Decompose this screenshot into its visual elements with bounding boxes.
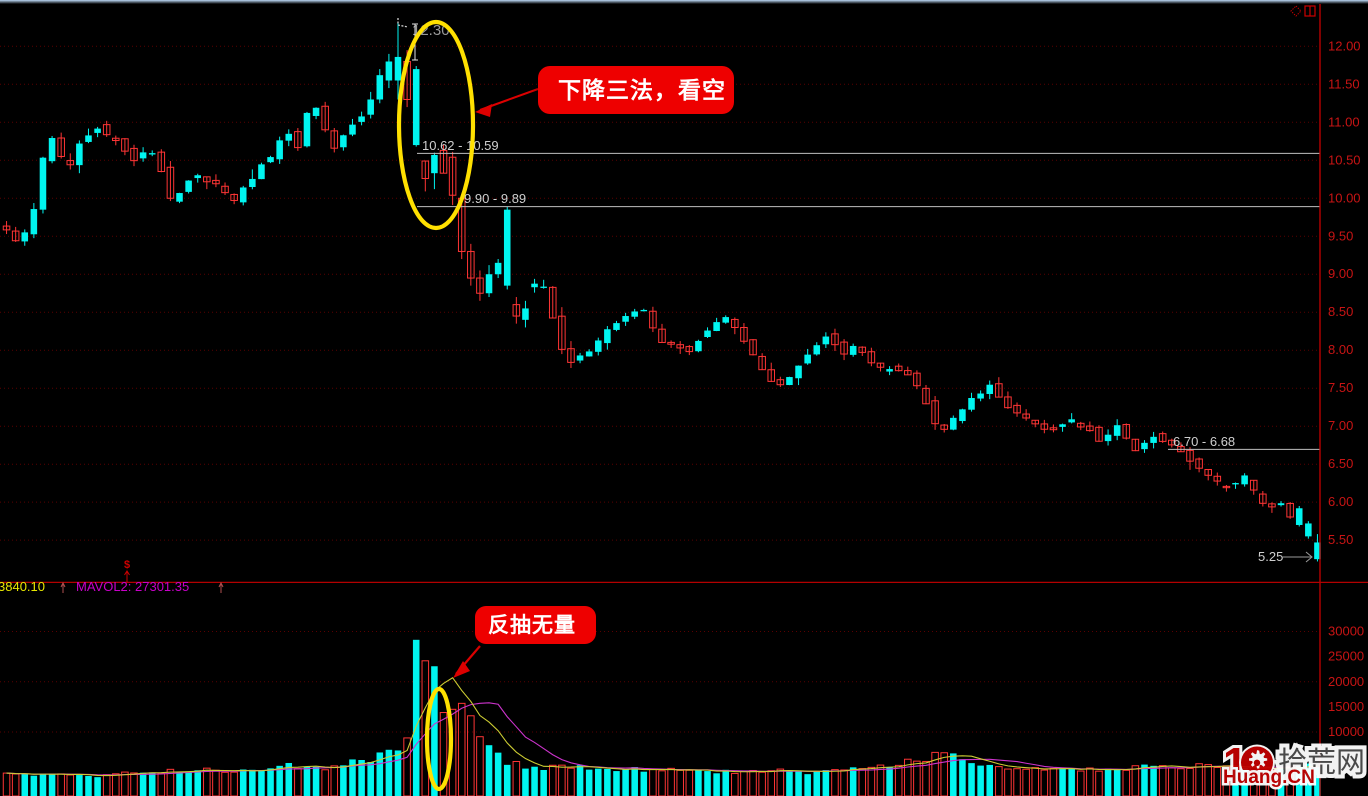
svg-text:下降三法，看空: 下降三法，看空 — [558, 77, 726, 103]
svg-text:$: $ — [124, 559, 130, 571]
svg-text:3840.10: 3840.10 — [0, 579, 45, 594]
svg-text:12.00: 12.00 — [1328, 38, 1361, 53]
svg-text:6.50: 6.50 — [1328, 456, 1353, 471]
svg-text:Huang.CN: Huang.CN — [1223, 767, 1315, 788]
svg-text:15000: 15000 — [1328, 699, 1364, 714]
svg-text:8.00: 8.00 — [1328, 342, 1353, 357]
svg-text:25000: 25000 — [1328, 649, 1364, 664]
svg-text:30000: 30000 — [1328, 624, 1364, 639]
svg-text:MAVOL2: 27301.35: MAVOL2: 27301.35 — [76, 579, 189, 594]
svg-text:10000: 10000 — [1328, 724, 1364, 739]
svg-text:20000: 20000 — [1328, 674, 1364, 689]
svg-text:9.50: 9.50 — [1328, 228, 1353, 243]
svg-text:10.62 - 10.59: 10.62 - 10.59 — [422, 138, 499, 153]
svg-text:8.50: 8.50 — [1328, 304, 1353, 319]
svg-text:10.50: 10.50 — [1328, 152, 1361, 167]
svg-text:5.25: 5.25 — [1258, 549, 1283, 564]
svg-text:5.50: 5.50 — [1328, 532, 1353, 547]
svg-text:11.00: 11.00 — [1328, 114, 1360, 129]
svg-text:6.00: 6.00 — [1328, 494, 1353, 509]
svg-text:11.50: 11.50 — [1328, 76, 1360, 91]
svg-text:反抽无量: 反抽无量 — [488, 613, 576, 637]
svg-text:10.00: 10.00 — [1328, 190, 1361, 205]
svg-text:6.70 - 6.68: 6.70 - 6.68 — [1173, 434, 1235, 449]
svg-text:9.00: 9.00 — [1328, 266, 1353, 281]
svg-text:7.00: 7.00 — [1328, 418, 1353, 433]
svg-text:7.50: 7.50 — [1328, 380, 1353, 395]
svg-text:9.90 - 9.89: 9.90 - 9.89 — [464, 191, 526, 206]
